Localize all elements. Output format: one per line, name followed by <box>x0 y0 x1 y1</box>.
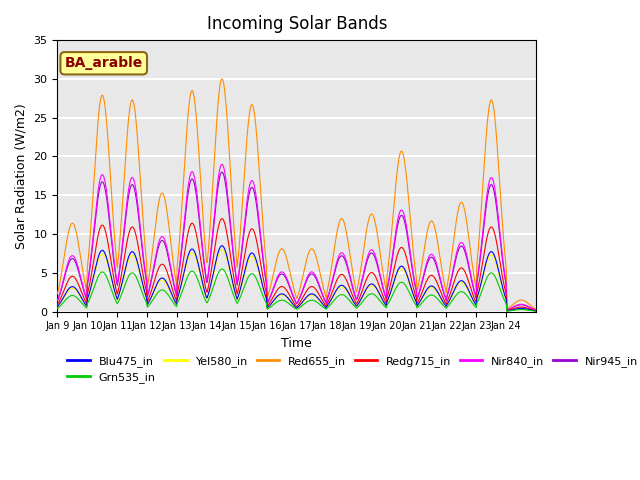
X-axis label: Time: Time <box>282 337 312 350</box>
Y-axis label: Solar Radiation (W/m2): Solar Radiation (W/m2) <box>15 103 28 249</box>
Title: Incoming Solar Bands: Incoming Solar Bands <box>207 15 387 33</box>
Legend: Blu475_in, Grn535_in, Yel580_in, Red655_in, Redg715_in, Nir840_in, Nir945_in: Blu475_in, Grn535_in, Yel580_in, Red655_… <box>63 351 640 387</box>
Text: BA_arable: BA_arable <box>65 56 143 70</box>
